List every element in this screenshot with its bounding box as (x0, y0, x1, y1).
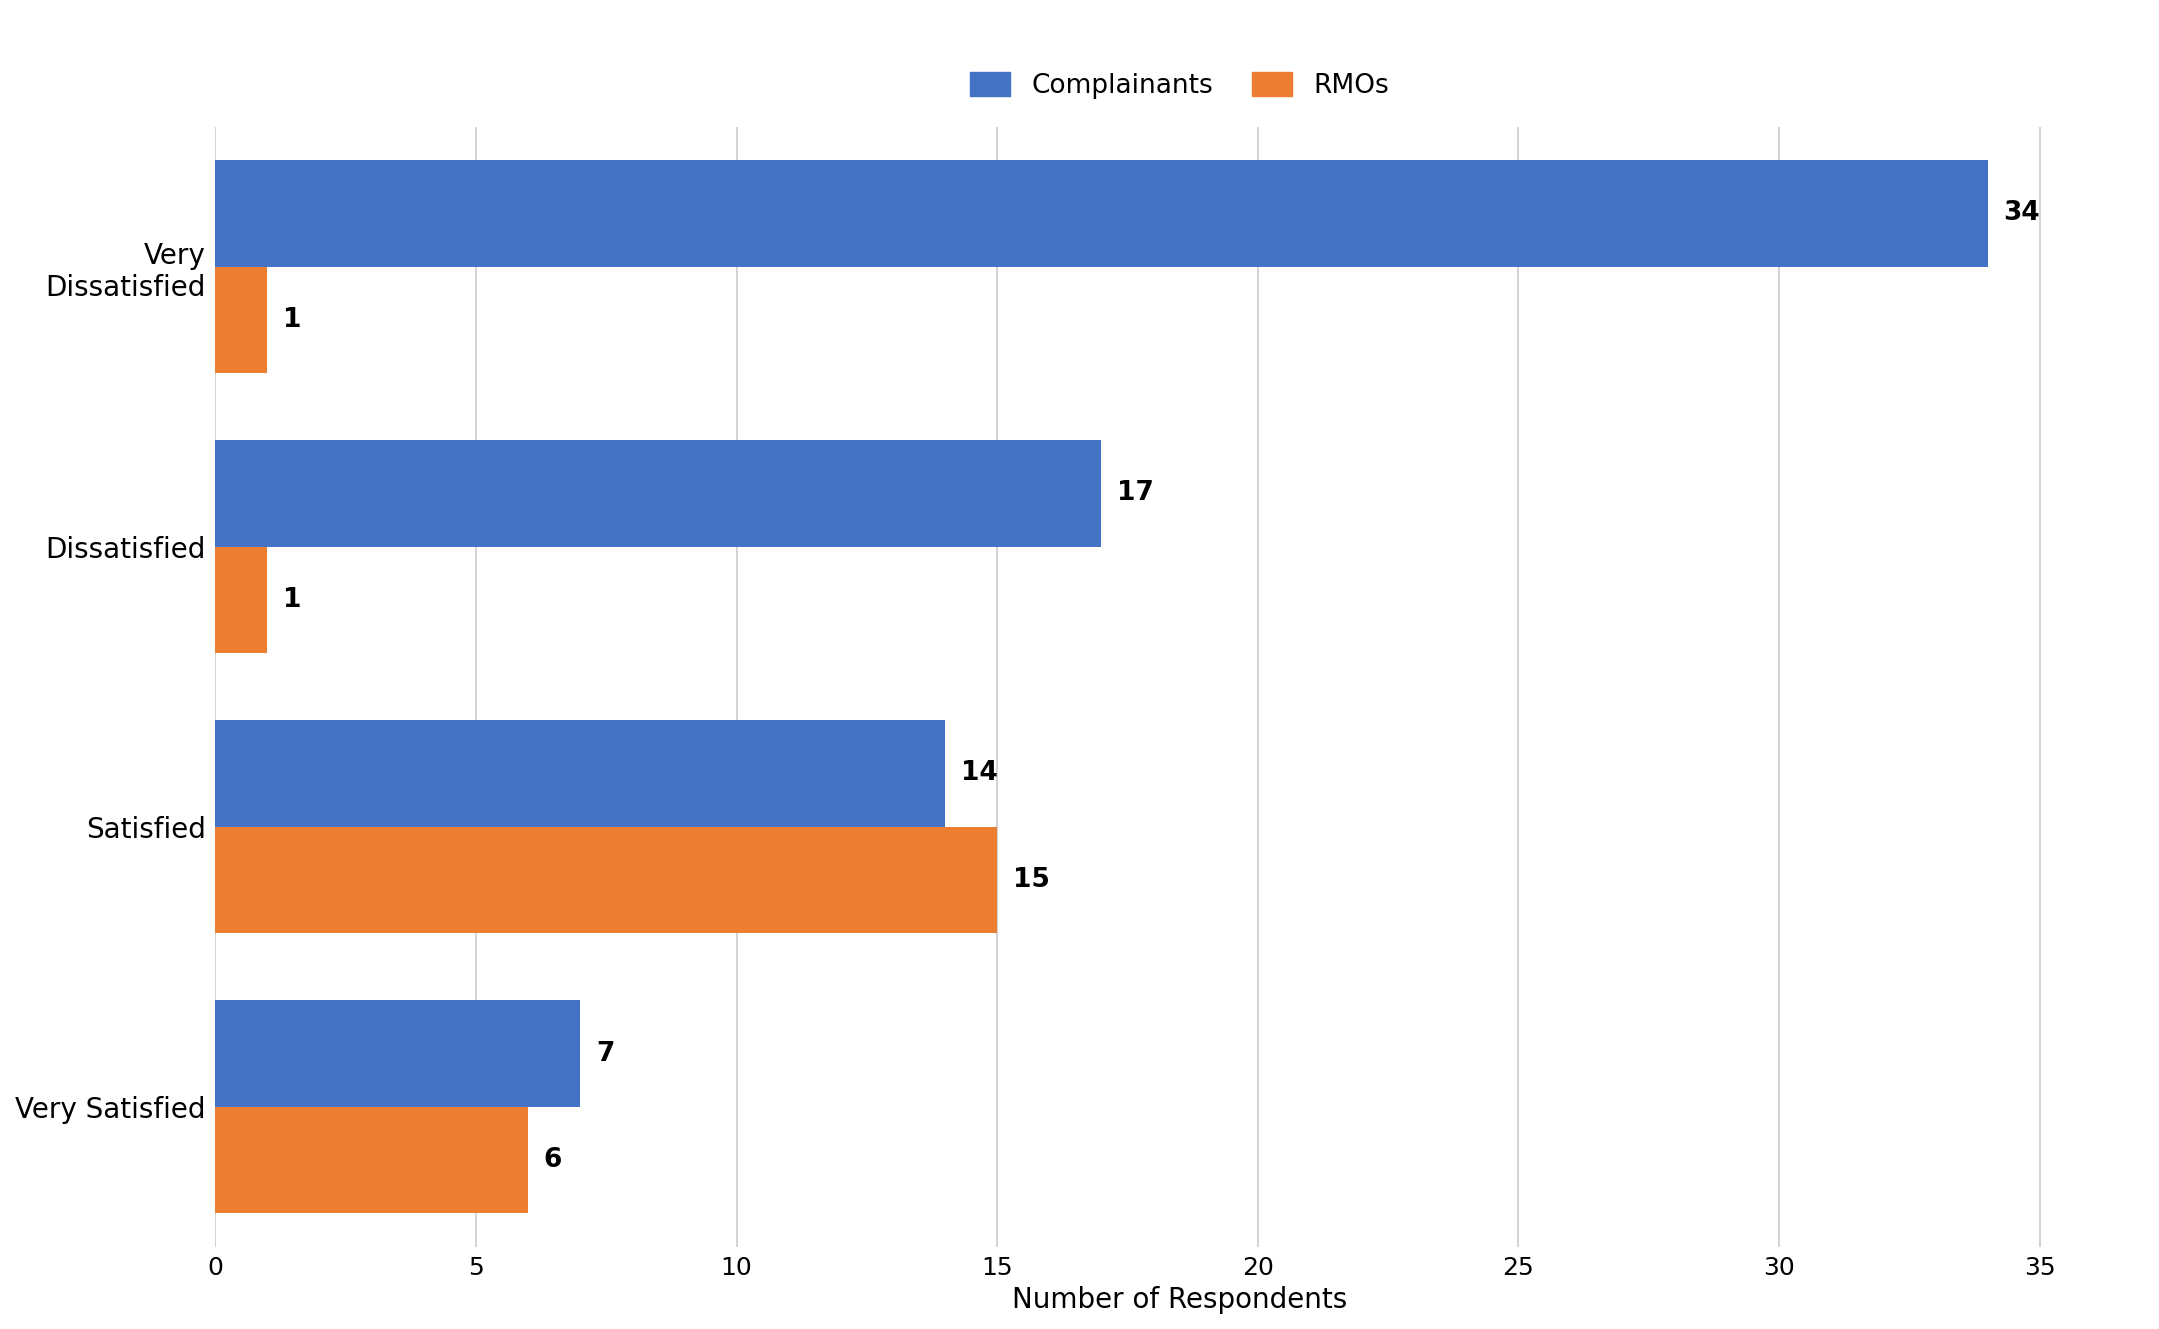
Text: 14: 14 (961, 760, 997, 787)
Text: 1: 1 (283, 587, 302, 613)
Text: 17: 17 (1116, 481, 1153, 506)
Bar (216, 1001, 581, 1107)
Text: 7: 7 (596, 1041, 613, 1066)
Legend: Complainants, RMOs: Complainants, RMOs (961, 61, 1399, 109)
Bar (216, 546, 268, 653)
Bar (216, 267, 268, 373)
Bar (216, 161, 1988, 267)
Text: 1: 1 (283, 307, 302, 332)
Text: 6: 6 (544, 1147, 561, 1174)
Bar (216, 720, 946, 827)
Bar (216, 827, 997, 933)
Text: 15: 15 (1013, 867, 1049, 893)
Bar (216, 1107, 529, 1213)
Text: 34: 34 (2004, 201, 2040, 226)
X-axis label: Number of Respondents: Number of Respondents (1013, 1286, 1347, 1314)
Bar (216, 440, 1101, 546)
